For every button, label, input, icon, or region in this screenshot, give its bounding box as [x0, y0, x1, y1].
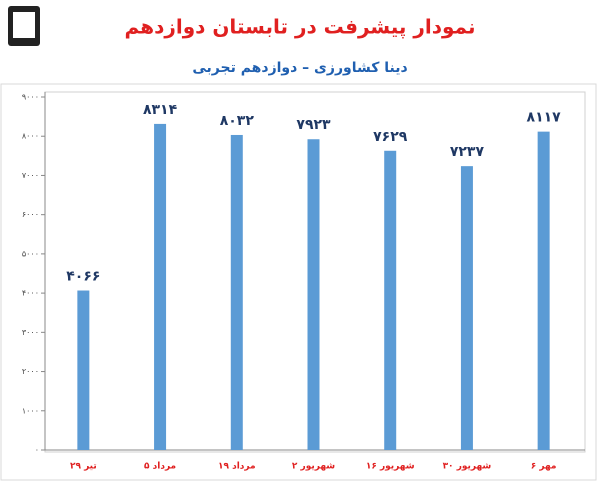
value-label: ۸۳۱۴ [143, 102, 178, 118]
chart-border [0, 83, 597, 481]
y-tick-label: ۶۰۰۰ [22, 210, 39, 219]
x-tick-label: ۳۰ شهریور [443, 462, 492, 472]
value-label: ۷۶۲۹ [373, 129, 408, 145]
bar [460, 166, 473, 450]
value-label: ۸۱۱۷ [527, 110, 562, 126]
x-tick-label: ۵ مرداد [144, 462, 176, 472]
bar [384, 150, 397, 450]
bar [307, 139, 320, 450]
bar [230, 134, 243, 451]
x-tick-label: ۲۹ تیر [70, 462, 97, 472]
value-label: ۸۰۳۲ [220, 113, 255, 129]
value-label: ۴۰۶۶ [66, 269, 100, 285]
logo [8, 6, 40, 46]
x-tick-label: ۶ مهر [531, 462, 557, 472]
y-tick-label: ۲۰۰۰ [22, 367, 39, 376]
value-label: ۷۹۲۳ [296, 117, 331, 133]
x-tick-label: ۱۹ مرداد [218, 462, 256, 472]
y-tick-label: ۴۰۰۰ [22, 289, 39, 298]
y-tick-label: ۸۰۰۰ [22, 132, 39, 141]
y-tick-label: ۹۰۰۰ [22, 93, 39, 102]
bar [154, 123, 167, 451]
x-tick-label: ۱۶ شهریور [366, 462, 415, 472]
x-tick-label: ۲ شهریور [292, 462, 335, 472]
y-tick-label: ۳۰۰۰ [22, 328, 39, 337]
y-tick-label: ۱۰۰۰ [22, 406, 39, 415]
chart-subtitle: دینا کشاورزی – دوازدهم تجربی [192, 60, 407, 76]
y-tick-label: ۷۰۰۰ [22, 171, 39, 180]
bar [77, 290, 90, 450]
value-label: ۷۲۳۷ [450, 144, 485, 160]
y-tick-label: ۵۰۰۰ [22, 249, 39, 258]
bar [537, 131, 550, 450]
y-tick-label: ۰ [35, 446, 39, 455]
chart-title: نمودار پیشرفت در تابستان دوازدهم [125, 15, 476, 40]
